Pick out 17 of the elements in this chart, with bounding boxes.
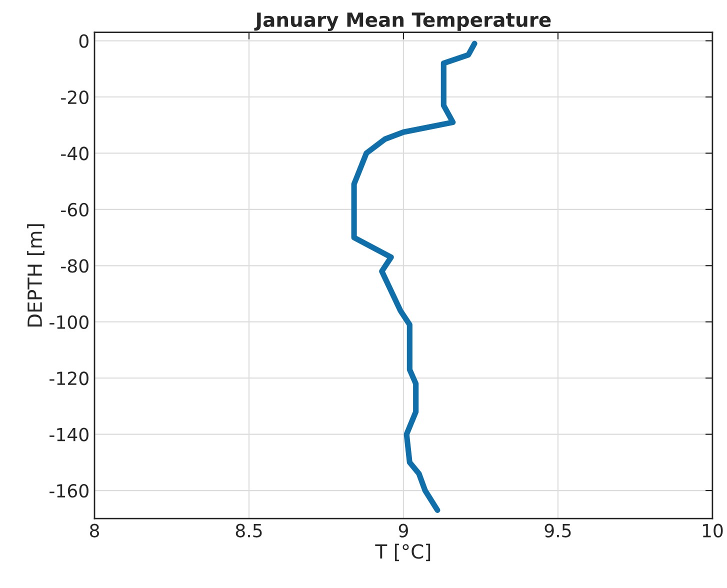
y-tick-label: -120 xyxy=(50,372,88,386)
x-tick-label: 10 xyxy=(702,524,723,538)
x-axis-title: T [°C] xyxy=(375,544,430,562)
y-tick-label: 0 xyxy=(79,34,88,48)
y-tick-label: -140 xyxy=(50,428,88,442)
x-tick-label: 8.5 xyxy=(236,524,262,538)
chart-title: January Mean Temperature xyxy=(254,12,551,31)
y-tick-label: -80 xyxy=(61,259,88,273)
x-tick-label: 8 xyxy=(90,524,100,538)
y-tick-label: -100 xyxy=(50,315,88,329)
y-tick-label: -20 xyxy=(61,90,88,104)
y-tick-label: -40 xyxy=(61,146,88,160)
y-tick-label: -60 xyxy=(61,202,88,217)
y-tick-label: -160 xyxy=(50,484,88,498)
x-tick-label: 9.5 xyxy=(544,524,571,538)
y-axis-title: DEPTH [m] xyxy=(27,224,44,326)
x-tick-label: 9 xyxy=(398,524,408,538)
